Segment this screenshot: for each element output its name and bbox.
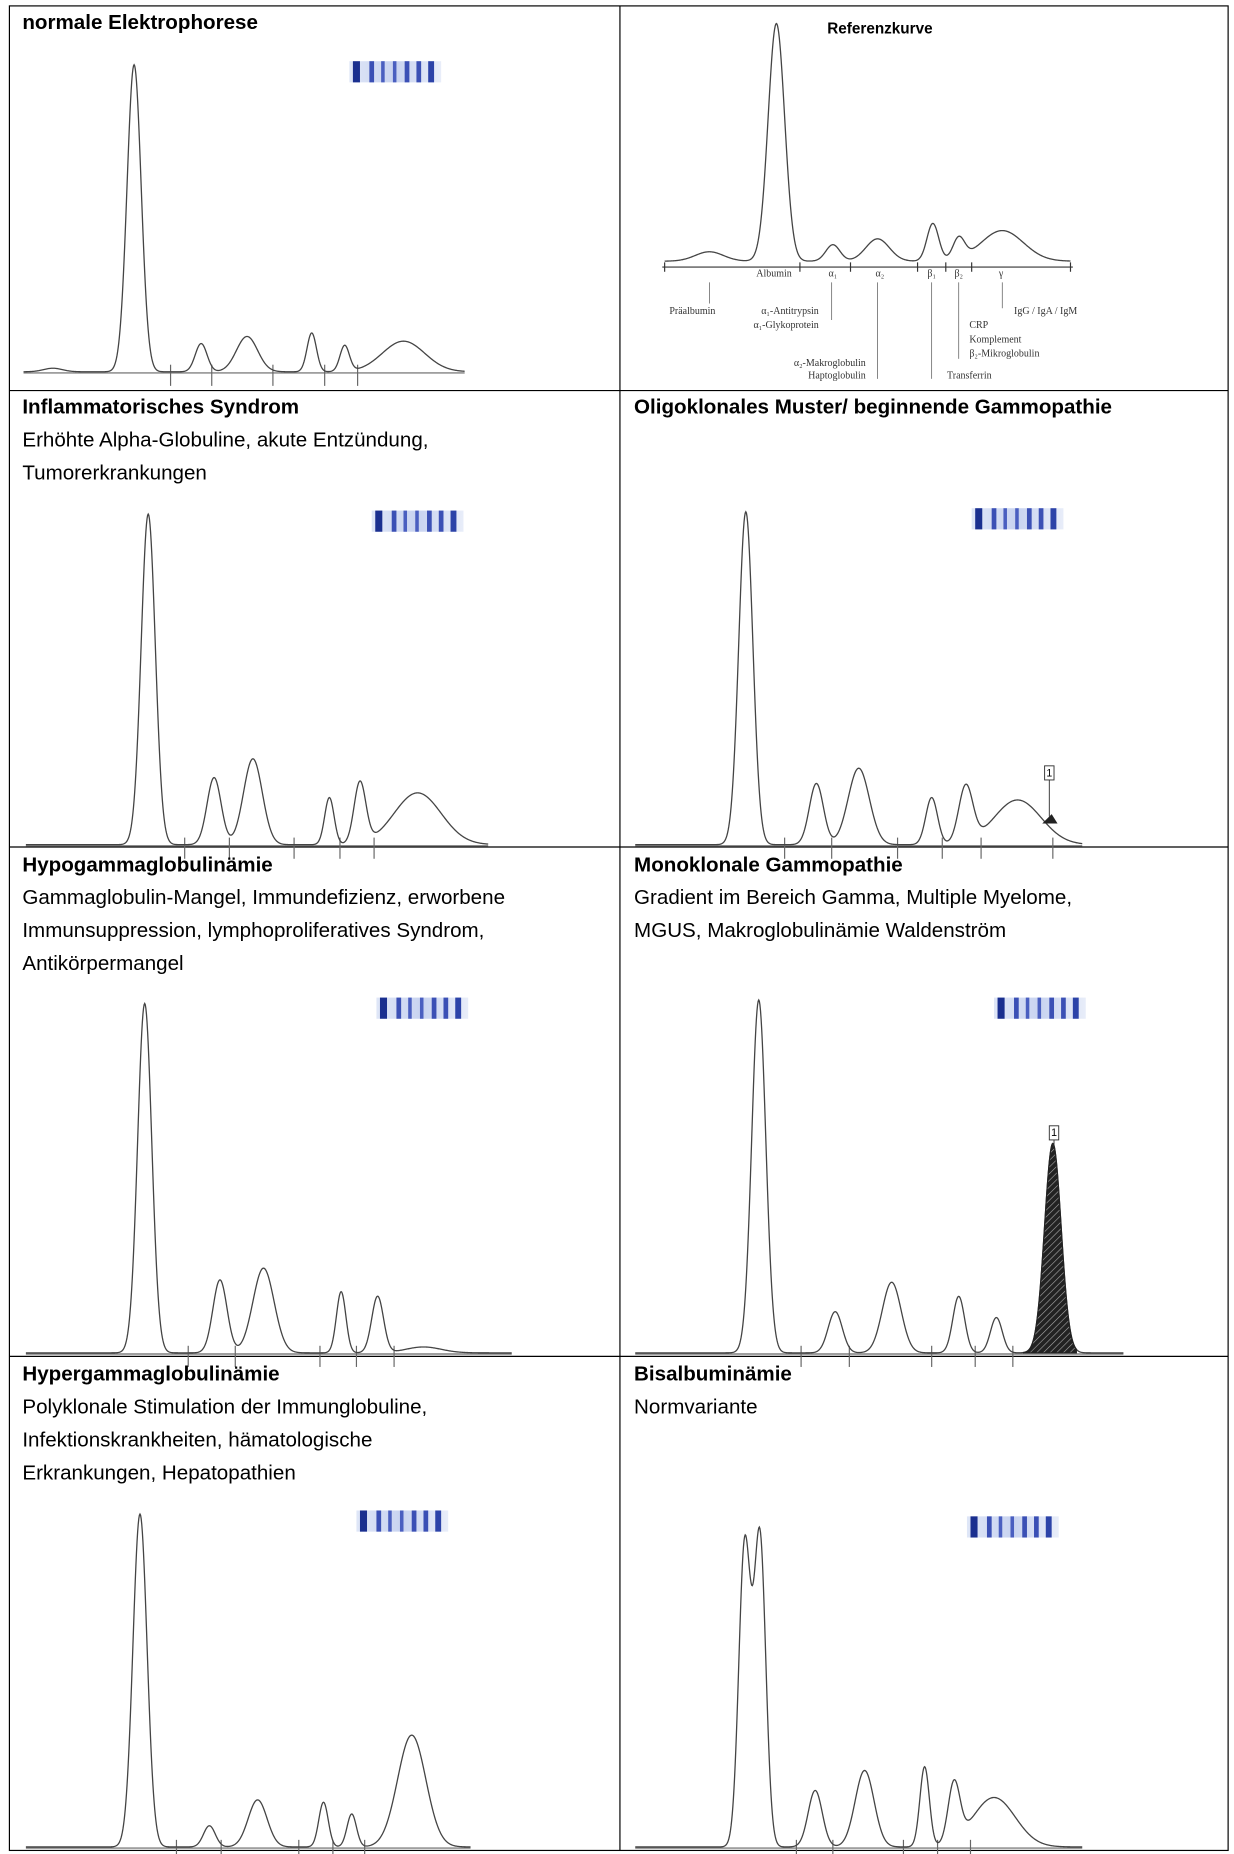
electrophoresis-curve: [26, 514, 488, 845]
cell-title: Oligoklonales Muster/ beginnende Gammopa…: [634, 396, 1112, 419]
gel-stripe: [1014, 998, 1019, 1019]
cell-description: Immunsuppression, lymphoproliferatives S…: [22, 919, 484, 942]
gel-stripe: [970, 1516, 977, 1537]
gel-stripe: [1027, 508, 1032, 529]
protein-label: Haptoglobulin: [808, 371, 866, 382]
cell-title: Bisalbuminämie: [634, 1363, 792, 1386]
cell-description: Infektionskrankheiten, hämatologische: [22, 1429, 372, 1452]
gel-stripe: [381, 61, 385, 82]
gel-stripe: [451, 511, 457, 532]
gel-stripe: [987, 1516, 992, 1537]
cell-description: Tumorerkrankungen: [22, 462, 207, 485]
gel-stripe: [1015, 508, 1019, 529]
cell-description: Gammaglobulin-Mangel, Immundefizienz, er…: [22, 886, 505, 909]
gel-stripe: [376, 1510, 381, 1531]
protein-label: Präalbumin: [669, 306, 715, 317]
fraction-label: β₂: [954, 268, 963, 279]
monoclonal-peak: [1023, 1143, 1076, 1352]
cell-description: Polyklonale Stimulation der Immunglobuli…: [22, 1396, 427, 1419]
document: normale Elektrophorese Referenzkurve Album…: [0, 0, 1234, 1854]
gel-stripe: [360, 1510, 367, 1531]
cell-description: Gradient im Bereich Gamma, Multiple Myel…: [634, 886, 1072, 909]
oligoclonal-peak: [1042, 814, 1057, 823]
electrophoresis-curve: [26, 1003, 512, 1352]
gel-stripe: [369, 61, 374, 82]
cell-title: Hypogammaglobulinämie: [22, 853, 272, 876]
gel-stripe: [380, 998, 387, 1019]
reference-title: Referenzkurve: [827, 20, 932, 37]
fraction-label: α₁: [829, 268, 838, 279]
gel-stripe: [375, 511, 382, 532]
cell-description: Erhöhte Alpha-Globuline, akute Entzündun…: [22, 429, 428, 452]
gel-stripe: [1049, 998, 1054, 1019]
gel-stripe: [420, 998, 424, 1019]
protein-label: α₁-Glykoprotein: [753, 320, 818, 331]
gel-stripe: [1061, 998, 1066, 1019]
electrophoresis-curve: [665, 24, 1071, 262]
cell-description: Antikörpermangel: [22, 952, 183, 975]
cell-description: Erkrankungen, Hepatopathien: [22, 1461, 295, 1484]
gel-stripe: [400, 1510, 404, 1531]
gel-stripe: [1034, 1516, 1039, 1537]
fraction-label: γ: [998, 268, 1004, 279]
gel-stripe: [428, 61, 434, 82]
gel-stripe: [432, 998, 437, 1019]
gel-stripe: [392, 511, 397, 532]
fraction-label: Albumin: [756, 268, 792, 279]
electrophoresis-curve: [26, 1514, 471, 1847]
protein-label: Transferrin: [947, 371, 992, 382]
protein-label: IgG / IgA / IgM: [1014, 306, 1077, 317]
gel-stripe: [396, 998, 401, 1019]
gel-stripe: [1022, 1516, 1027, 1537]
gel-stripe: [1038, 998, 1042, 1019]
gel-stripe: [975, 508, 982, 529]
gel-stripe: [443, 998, 448, 1019]
gel-stripe: [416, 61, 421, 82]
gel-stripe: [405, 61, 410, 82]
gel-stripe: [999, 1516, 1003, 1537]
gel-stripe: [353, 61, 360, 82]
cell-title: Hypergammaglobulinämie: [22, 1363, 279, 1386]
gel-stripe: [388, 1510, 392, 1531]
gel-stripe: [393, 61, 397, 82]
gel-stripe: [1046, 1516, 1052, 1537]
protein-label: α₂-Makroglobulin: [794, 358, 866, 369]
cells: normale Elektrophorese Referenzkurve Album…: [22, 11, 1123, 1854]
gel-stripe: [1050, 508, 1056, 529]
gel-stripe: [455, 998, 461, 1019]
gel-stripe: [412, 1510, 417, 1531]
gel-stripe: [423, 1510, 428, 1531]
fraction-label: α₂: [876, 268, 885, 279]
electrophoresis-curve: [635, 512, 1082, 845]
cell-title: Monoklonale Gammopathie: [634, 853, 903, 876]
gel-stripe: [1039, 508, 1044, 529]
protein-label: β₂-Mikroglobulin: [969, 348, 1039, 359]
gel-stripe: [435, 1510, 441, 1531]
gel-stripe: [1026, 998, 1030, 1019]
protein-label: CRP: [969, 320, 988, 331]
gel-stripe: [1003, 508, 1007, 529]
gel-stripe: [998, 998, 1005, 1019]
gel-stripe: [1010, 1516, 1014, 1537]
cell-description: Normvariante: [634, 1396, 758, 1419]
protein-label: α₁-Antitrypsin: [761, 306, 819, 317]
electrophoresis-curve: [635, 1527, 1082, 1847]
gel-stripe: [439, 511, 444, 532]
protein-label: Komplement: [969, 334, 1021, 345]
gel-stripe: [415, 511, 419, 532]
fraction-label: β₁: [927, 268, 936, 279]
gel-stripe: [408, 998, 412, 1019]
gel-stripe: [403, 511, 407, 532]
cell-title: normale Elektrophorese: [22, 11, 258, 34]
cell-description: MGUS, Makroglobulinämie Waldenström: [634, 919, 1006, 942]
marker-label: 1: [1051, 1127, 1057, 1139]
marker-label: 1: [1046, 767, 1052, 779]
gel-stripe: [427, 511, 432, 532]
gel-stripe: [992, 508, 997, 529]
gel-stripe: [1073, 998, 1079, 1019]
electrophoresis-curve: [24, 65, 465, 372]
cell-title: Inflammatorisches Syndrom: [22, 396, 299, 419]
